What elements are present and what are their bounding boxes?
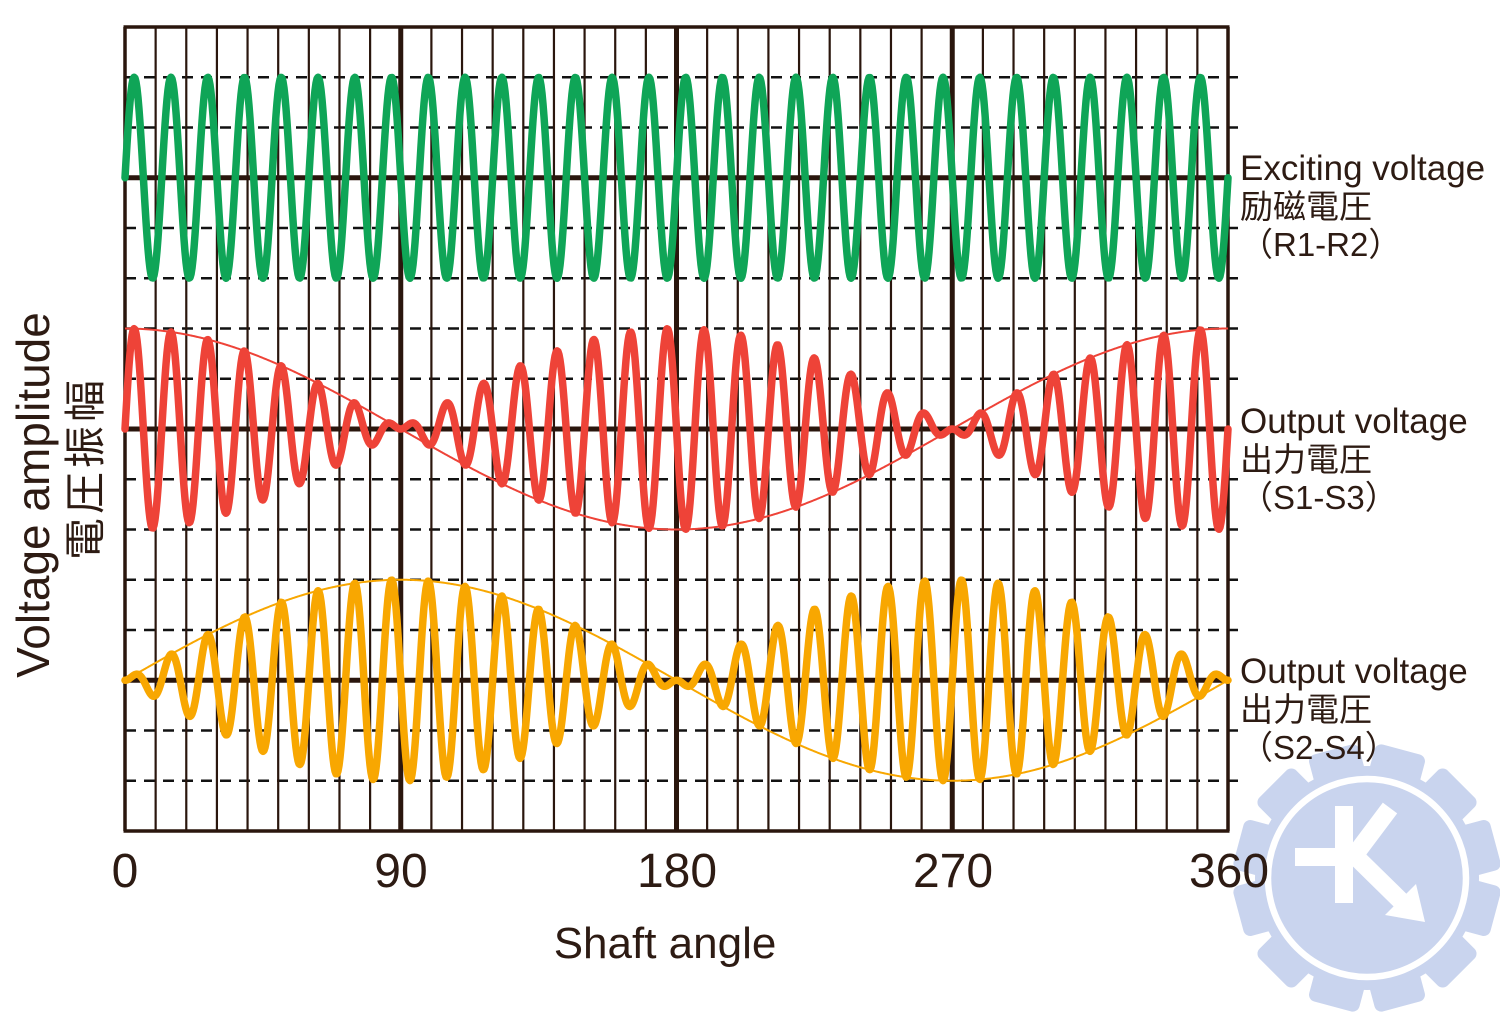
series-label-s1s3-en: Output voltage xyxy=(1240,402,1468,441)
series-label-output-s1s3: Output voltage 出力電圧 （S1-S3） xyxy=(1240,404,1468,514)
series-label-exciting-terminals: （R1-R2） xyxy=(1240,226,1402,263)
gear-tooth xyxy=(1257,929,1316,988)
waveform-chart xyxy=(121,25,1238,833)
envelope-cos xyxy=(125,327,1228,531)
wave-constant xyxy=(121,73,1232,282)
gear-tooth xyxy=(1418,768,1477,827)
y-axis-title-ja: 電圧振幅 xyxy=(62,375,109,561)
y-axis-title-en: Voltage amplitude xyxy=(7,312,59,678)
series-label-s2s4-terminals: （S2-S4） xyxy=(1240,729,1398,766)
series-label-output-s2s4: Output voltage 出力電圧 （S2-S4） xyxy=(1240,654,1468,764)
series-label-s2s4-ja: 出力電圧 xyxy=(1240,691,1372,728)
x-axis-title: Shaft angle xyxy=(553,919,777,968)
envelope-sin xyxy=(124,578,1229,782)
wave-cos xyxy=(121,324,1232,534)
x-tick-270: 270 xyxy=(912,845,994,898)
series-label-exciting-en: Exciting voltage xyxy=(1240,149,1486,188)
x-tick-180: 180 xyxy=(636,845,718,898)
series-label-exciting: Exciting voltage 励磁電圧 （R1-R2） xyxy=(1240,151,1485,261)
series-label-s1s3-terminals: （S1-S3） xyxy=(1240,479,1398,516)
k-arrow-glyph xyxy=(1295,802,1425,922)
x-tick-90: 90 xyxy=(374,845,428,898)
series-label-s1s3-ja: 出力電圧 xyxy=(1240,441,1372,478)
series-label-s2s4-en: Output voltage xyxy=(1240,652,1468,691)
x-tick-0: 0 xyxy=(111,845,139,898)
gear-tooth xyxy=(1418,929,1477,988)
gear-tooth xyxy=(1257,768,1316,827)
series-label-exciting-ja: 励磁電圧 xyxy=(1240,188,1372,225)
x-tick-360: 360 xyxy=(1188,845,1270,898)
gear-k-logo-watermark xyxy=(1233,744,1500,1012)
